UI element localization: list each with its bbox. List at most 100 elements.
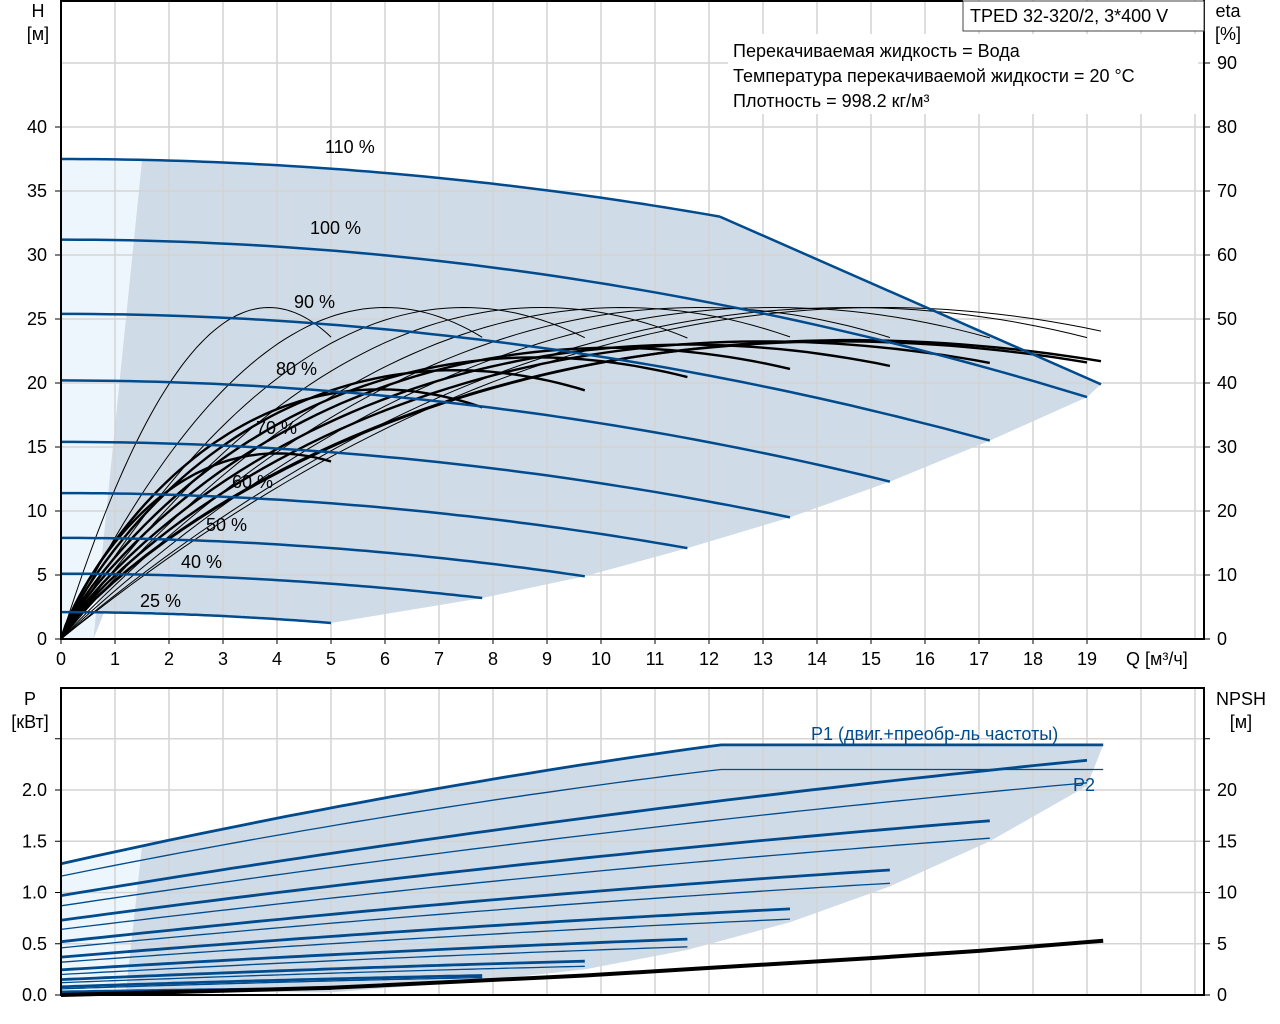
p2-curve bbox=[60, 965, 585, 984]
y2-tick-label: 10 bbox=[1217, 883, 1237, 903]
eta-hydraulic-curve bbox=[60, 306, 483, 640]
y-tick-label: 2.0 bbox=[22, 780, 47, 800]
y-tick-label: 1.0 bbox=[22, 883, 47, 903]
y-tick-label: 1.5 bbox=[22, 831, 47, 851]
y-tick-label: 25 bbox=[27, 309, 47, 329]
x-tick-label: 1 bbox=[110, 649, 120, 669]
p2-curve bbox=[60, 782, 1088, 907]
chart-title: TPED 32-320/2, 3*400 V bbox=[970, 6, 1168, 26]
y2-tick-label: 60 bbox=[1217, 245, 1237, 265]
speed-label: 25 % bbox=[140, 591, 181, 611]
x-tick-label: 8 bbox=[488, 649, 498, 669]
head-curve-70 bbox=[61, 440, 791, 519]
npsh-curve bbox=[60, 938, 1104, 997]
power-npsh-plot: 0.0 0.5 1.0 1.5 2.0 0 5 10 15 20 P [кВт] NPSH [м]… bbox=[11, 687, 1266, 1005]
y2-tick-label: 15 bbox=[1217, 831, 1237, 851]
info-line-density: Плотность = 998.2 кг/м³ bbox=[733, 91, 929, 111]
x-tick-label: 19 bbox=[1077, 649, 1097, 669]
p1-curve bbox=[60, 937, 688, 972]
max-power-limit-line bbox=[719, 215, 1102, 386]
eta-total-curve bbox=[59, 343, 891, 640]
info-bg bbox=[728, 34, 1198, 114]
p2-curve bbox=[60, 976, 483, 990]
speed-label: 80 % bbox=[276, 359, 317, 379]
x-tick-label: 5 bbox=[326, 649, 336, 669]
y2-tick-label: 0 bbox=[1217, 629, 1227, 649]
x-tick-label: 17 bbox=[969, 649, 989, 669]
speed-label: 70 % bbox=[256, 418, 297, 438]
x-tick-label: 15 bbox=[861, 649, 881, 669]
p1-curve bbox=[60, 868, 890, 944]
speed-label: 60 % bbox=[232, 472, 273, 492]
eta-hydraulic-curve bbox=[60, 306, 688, 640]
y-tick-label: 5 bbox=[37, 565, 47, 585]
x-tick-label: 12 bbox=[699, 649, 719, 669]
p1-curve bbox=[60, 974, 483, 989]
y2-tick-label: 80 bbox=[1217, 117, 1237, 137]
x-tick-label: 10 bbox=[591, 649, 611, 669]
speed-label: 110 % bbox=[325, 137, 375, 157]
y2-tick-label: 30 bbox=[1217, 437, 1237, 457]
y-tick-label: 20 bbox=[27, 373, 47, 393]
y2-axis-label-eta: eta bbox=[1215, 1, 1241, 21]
p2-curve bbox=[60, 946, 688, 976]
y2-axis-label-npsh: NPSH bbox=[1216, 689, 1266, 709]
head-curve-50 bbox=[61, 536, 585, 578]
p1-curve bbox=[60, 758, 1088, 897]
speed-label: 40 % bbox=[181, 552, 222, 572]
y2-tick-label: 10 bbox=[1217, 565, 1237, 585]
y-tick-label: 35 bbox=[27, 181, 47, 201]
y2-tick-label: 40 bbox=[1217, 373, 1237, 393]
head-curve-80 bbox=[60, 379, 891, 483]
p2-curve bbox=[60, 837, 990, 931]
p2-curve bbox=[60, 768, 1104, 877]
p1-curve bbox=[60, 959, 585, 981]
x-tick-label: 3 bbox=[218, 649, 228, 669]
x-tick-label: 2 bbox=[164, 649, 174, 669]
head-curve-40 bbox=[61, 572, 483, 600]
head-curve-60 bbox=[61, 491, 688, 550]
y2-tick-label: 0 bbox=[1217, 985, 1227, 1005]
y2-tick-label: 50 bbox=[1217, 309, 1237, 329]
head-efficiency-plot: 0 1 2 3 4 5 6 7 8 9 10 11 12 13 14 15 16 17 18 190510152025… bbox=[27, 0, 1241, 669]
y-tick-label: 15 bbox=[27, 437, 47, 457]
y2-axis-unit-npsh: [м] bbox=[1230, 712, 1252, 732]
speed-label: 90 % bbox=[294, 292, 335, 312]
x-tick-label: 9 bbox=[542, 649, 552, 669]
p2-curve bbox=[60, 918, 791, 963]
eta-hydraulic-curve bbox=[60, 306, 990, 640]
y-axis-unit-p: [кВт] bbox=[11, 712, 49, 732]
y-tick-label: 10 bbox=[27, 501, 47, 521]
info-line-fluid: Перекачиваемая жидкость = Вода bbox=[733, 41, 1021, 61]
x-tick-label: 14 bbox=[807, 649, 827, 669]
p1-label: P1 (двиг.+преобр-ль частоты) bbox=[811, 724, 1058, 744]
y-tick-label: 40 bbox=[27, 117, 47, 137]
x-tick-label: 13 bbox=[753, 649, 773, 669]
p1-curve bbox=[60, 743, 1104, 866]
p2-curve bbox=[60, 882, 890, 949]
y-axis-unit-h: [м] bbox=[27, 24, 49, 44]
low-flow-region bbox=[61, 158, 142, 639]
y-axis-label-h: H bbox=[32, 1, 45, 21]
eta-total-curve bbox=[59, 356, 688, 640]
speed-label: 100 % bbox=[310, 218, 361, 238]
eta-hydraulic-curve bbox=[60, 306, 332, 640]
x-axis-label: Q [м³/ч] bbox=[1126, 649, 1188, 669]
y2-axis-unit-eta: [%] bbox=[1215, 24, 1241, 44]
p1-curve bbox=[60, 907, 791, 959]
y-axis-label-p: P bbox=[24, 689, 36, 709]
y-tick-label: 0.0 bbox=[22, 985, 47, 1005]
y2-tick-label: 90 bbox=[1217, 53, 1237, 73]
y2-tick-label: 70 bbox=[1217, 181, 1237, 201]
head-curve-25 bbox=[61, 610, 332, 625]
y2-tick-label: 20 bbox=[1217, 780, 1237, 800]
speed-label: 50 % bbox=[206, 515, 247, 535]
operating-region bbox=[93, 159, 1101, 639]
y-tick-label: 0 bbox=[37, 629, 47, 649]
head-curve-110 bbox=[61, 157, 721, 218]
x-tick-label: 6 bbox=[380, 649, 390, 669]
x-tick-label: 18 bbox=[1023, 649, 1043, 669]
x-tick-label: 7 bbox=[434, 649, 444, 669]
x-tick-label: 4 bbox=[272, 649, 282, 669]
